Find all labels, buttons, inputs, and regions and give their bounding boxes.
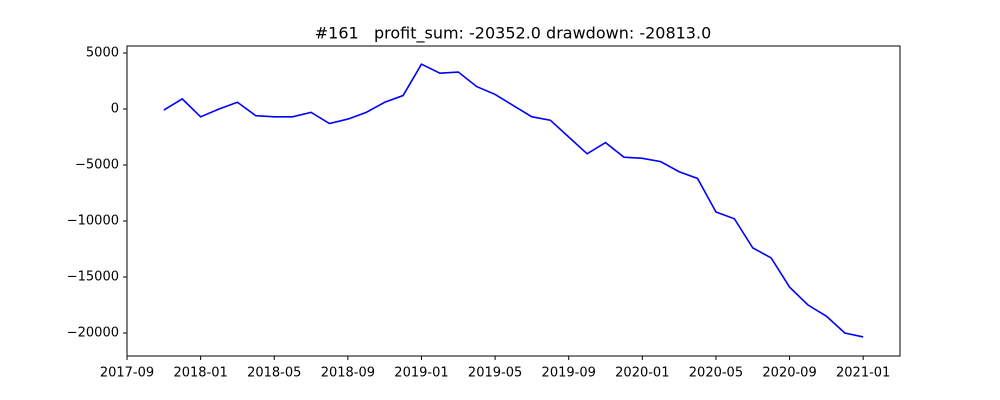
x-tick-label: 2021-01 [836, 366, 890, 381]
chart-title: #161 profit_sum: -20352.0 drawdown: -208… [315, 24, 712, 44]
x-tick-label: 2020-01 [615, 366, 669, 381]
x-tick-label: 2020-09 [762, 366, 816, 381]
x-tick-label: 2019-01 [394, 366, 448, 381]
y-tick-label: −10000 [67, 213, 119, 228]
y-tick-label: 0 [111, 101, 119, 116]
line-series [163, 63, 864, 338]
y-tick-label: −15000 [67, 269, 119, 284]
y-tick-label: 5000 [86, 45, 119, 60]
x-tick-label: 2020-05 [689, 366, 743, 381]
x-tick-label: 2018-09 [321, 366, 375, 381]
x-tick-label: 2018-01 [173, 366, 227, 381]
x-tick-label: 2018-05 [247, 366, 301, 381]
x-tick-label: 2017-09 [100, 366, 154, 381]
y-tick-label: −5000 [75, 157, 119, 172]
x-tick-label: 2019-09 [542, 366, 596, 381]
plot-frame [126, 45, 901, 357]
x-tick-label: 2019-05 [468, 366, 522, 381]
y-tick-label: −20000 [67, 325, 119, 340]
